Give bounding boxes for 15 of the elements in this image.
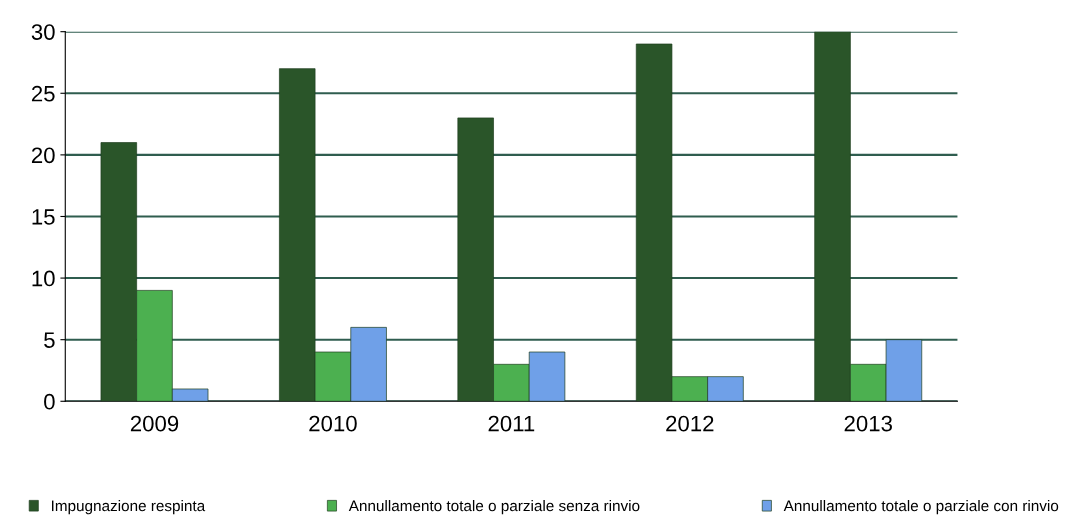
- y-tick-label: 15: [32, 209, 55, 225]
- y-tick-label: 0: [44, 393, 55, 410]
- y-tick-label: 5: [44, 332, 55, 348]
- y-tick-label: 25: [31, 85, 55, 102]
- legend-label: Impugnazione respinta: [52, 500, 206, 515]
- y-tick-label: 20: [31, 147, 55, 164]
- x-tick-label: 2011: [488, 415, 535, 432]
- x-tick-label: 2010: [309, 415, 357, 432]
- legend-label: Annullamento totale o parziale con rinvio: [783, 500, 1059, 515]
- x-tick-label: 2009: [130, 415, 179, 432]
- legend-label: Annullamento totale o parziale senza rinvio: [348, 500, 640, 515]
- y-tick-label: 30: [31, 24, 55, 40]
- x-tick-label: 2013: [844, 415, 892, 432]
- y-tick-label: 10: [32, 270, 55, 287]
- x-tick-label: 2012: [666, 415, 714, 432]
